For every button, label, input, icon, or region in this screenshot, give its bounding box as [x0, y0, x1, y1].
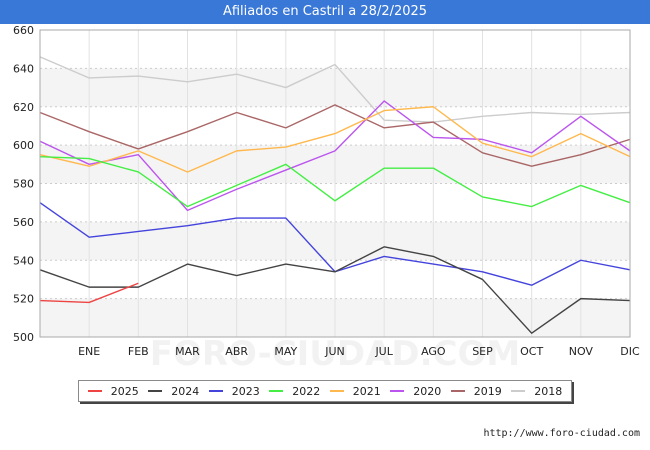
- y-tick-label: 560: [13, 216, 34, 229]
- x-tick-label: ABR: [225, 345, 248, 358]
- x-tick-label: MAY: [274, 345, 297, 358]
- series-line-2019: [39, 104, 631, 167]
- y-tick-label: 540: [13, 254, 34, 267]
- y-tick-label: 520: [13, 293, 34, 306]
- x-tick-label: ENE: [78, 345, 100, 358]
- legend-item-2019: 2019: [450, 384, 502, 398]
- x-tick-label: OCT: [520, 345, 543, 358]
- legend: 2025 2024 2023 2022 2021 2020 2019 2018: [78, 380, 572, 402]
- legend-item-2022: 2022: [269, 385, 320, 398]
- x-tick-label: MAR: [175, 345, 200, 358]
- legend-label: 2020: [413, 384, 442, 398]
- y-tick-label: 640: [13, 62, 34, 75]
- legend-item-2018: 2018: [511, 385, 562, 398]
- source-url[interactable]: http://www.foro-ciudad.com: [483, 428, 640, 439]
- series-line-2021: [39, 106, 631, 173]
- plot-frame: [39, 29, 631, 338]
- x-tick-label: NOV: [569, 345, 594, 358]
- y-tick-label: 500: [13, 331, 34, 344]
- x-tick-label: JUL: [374, 345, 393, 358]
- series-line-2020: [39, 100, 631, 212]
- y-tick-label: 600: [13, 139, 34, 152]
- legend-swatch: [390, 390, 405, 392]
- series-line-2018: [39, 56, 631, 123]
- y-tick-label: 580: [13, 178, 34, 191]
- legend-item-2020: 2020: [390, 385, 441, 398]
- legend-label: 2021: [352, 384, 381, 398]
- legend-label: 2019: [473, 384, 502, 398]
- legend-item-2025: 2025: [87, 384, 139, 398]
- x-tick-label: FEB: [128, 345, 149, 358]
- legend-swatch: [511, 390, 526, 392]
- legend-swatch: [208, 390, 223, 392]
- legend-item-2021: 2021: [329, 384, 381, 398]
- y-tick-label: 660: [13, 24, 34, 37]
- legend-item-2023: 2023: [208, 384, 260, 398]
- x-tick-label: AGO: [421, 345, 446, 358]
- x-tick-label: SEP: [472, 345, 493, 358]
- watermark: FORO-CIUDAD.COM: [150, 334, 521, 374]
- chart-title: Afiliados en Castril a 28/2/2025: [0, 0, 650, 24]
- legend-swatch: [148, 390, 163, 392]
- series-line-2022: [39, 155, 631, 208]
- legend-item-2024: 2024: [148, 385, 199, 398]
- legend-label: 2024: [171, 384, 200, 398]
- x-tick-label: DIC: [620, 345, 640, 358]
- series-line-2024: [39, 246, 631, 334]
- legend-swatch: [329, 390, 344, 392]
- legend-label: 2023: [231, 384, 260, 398]
- legend-swatch: [269, 390, 284, 392]
- legend-label: 2025: [110, 384, 139, 398]
- legend-swatch: [450, 390, 465, 392]
- legend-label: 2022: [292, 384, 321, 398]
- series-line-2025: [39, 282, 139, 304]
- x-tick-label: JUN: [324, 345, 345, 358]
- y-tick-label: 620: [13, 101, 34, 114]
- legend-label: 2018: [534, 384, 563, 398]
- legend-swatch: [87, 390, 102, 392]
